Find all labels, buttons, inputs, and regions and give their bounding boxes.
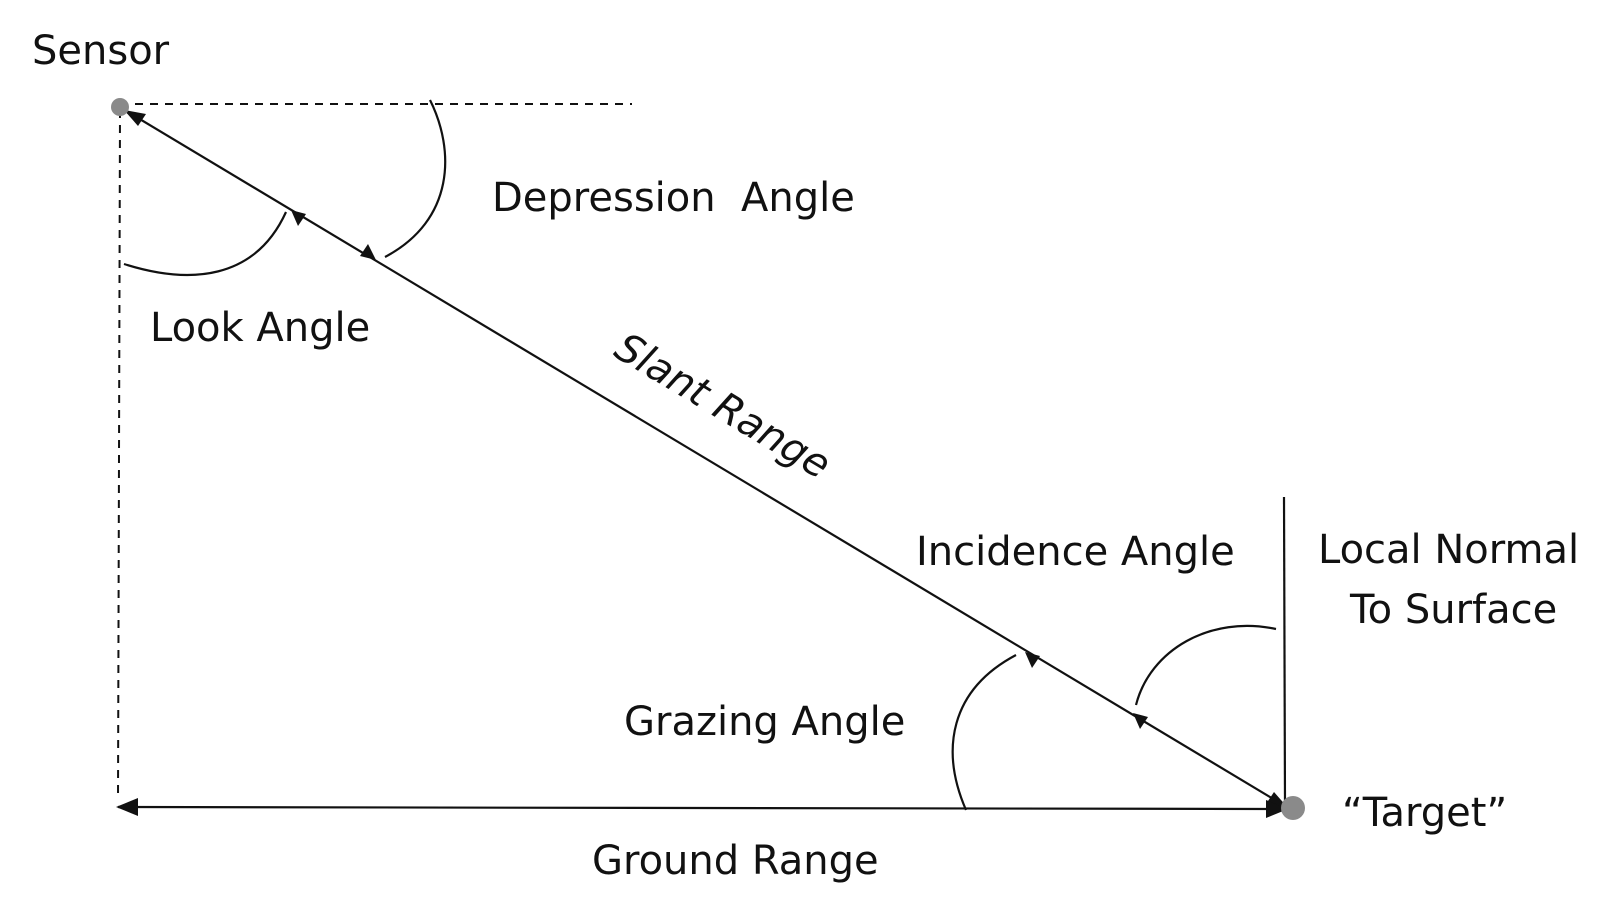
slant-range-line <box>127 111 1286 807</box>
grazing-angle-arc <box>951 654 1017 811</box>
local-normal-label-line1: Local Normal <box>1318 527 1579 573</box>
slant-arrow-down <box>360 244 376 260</box>
grazing-angle-label: Grazing Angle <box>624 699 905 745</box>
depression-angle-arc <box>384 99 447 258</box>
depression-angle-label: Depression Angle <box>492 175 855 221</box>
slant-arrow-up-lower-2 <box>1133 713 1148 729</box>
incidence-angle-arc <box>1134 624 1277 706</box>
slant-arrow-up-upper <box>291 210 306 226</box>
ground-range-line <box>117 805 1285 811</box>
sensor-point <box>111 98 129 116</box>
look-angle-arc <box>123 211 288 277</box>
ground-range-label: Ground Range <box>592 838 879 884</box>
sensor-label: Sensor <box>32 28 170 74</box>
look-angle-label: Look Angle <box>150 305 370 351</box>
slant-arrow-up-lower-1 <box>1025 652 1040 668</box>
target-point <box>1281 796 1305 820</box>
local-normal-line <box>1282 496 1287 807</box>
incidence-angle-label: Incidence Angle <box>916 529 1235 575</box>
target-label: “Target” <box>1342 790 1507 836</box>
slant-range-arrowhead-sensor <box>124 110 146 126</box>
ground-range-arrowhead-right <box>1266 800 1288 818</box>
local-normal-label-line2: To Surface <box>1349 587 1557 633</box>
sensor-nadir-line <box>117 109 121 801</box>
ground-range-arrowhead-left <box>116 798 138 816</box>
slant-range-label: Slant Range <box>607 324 838 488</box>
